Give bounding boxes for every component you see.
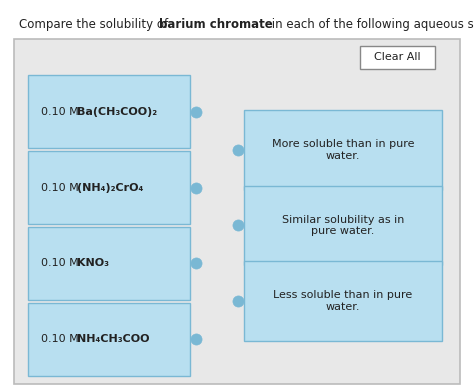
Text: 0.10 M: 0.10 M (41, 107, 82, 117)
Text: Ba(CH₃COO)₂: Ba(CH₃COO)₂ (77, 107, 157, 117)
Text: KNO₃: KNO₃ (77, 258, 109, 269)
Text: Clear All: Clear All (374, 52, 421, 62)
FancyBboxPatch shape (244, 110, 442, 189)
Text: in each of the following aqueous solutions:: in each of the following aqueous solutio… (268, 18, 474, 31)
FancyBboxPatch shape (244, 186, 442, 265)
Text: 0.10 M: 0.10 M (41, 258, 82, 269)
FancyBboxPatch shape (27, 227, 190, 300)
FancyBboxPatch shape (359, 46, 435, 69)
Text: Less soluble than in pure
water.: Less soluble than in pure water. (273, 290, 412, 312)
Text: 0.10 M: 0.10 M (41, 183, 82, 192)
Text: NH₄CH₃COO: NH₄CH₃COO (77, 334, 149, 344)
FancyBboxPatch shape (14, 39, 460, 384)
Text: More soluble than in pure
water.: More soluble than in pure water. (272, 139, 414, 161)
FancyBboxPatch shape (27, 75, 190, 149)
Text: 0.10 M: 0.10 M (41, 334, 82, 344)
FancyBboxPatch shape (27, 151, 190, 224)
FancyBboxPatch shape (27, 303, 190, 376)
Text: Similar solubility as in
pure water.: Similar solubility as in pure water. (282, 215, 404, 236)
Text: (NH₄)₂CrO₄: (NH₄)₂CrO₄ (77, 183, 143, 192)
Text: barium chromate: barium chromate (159, 18, 273, 31)
Text: Compare the solubility of: Compare the solubility of (19, 18, 172, 31)
FancyBboxPatch shape (244, 261, 442, 341)
